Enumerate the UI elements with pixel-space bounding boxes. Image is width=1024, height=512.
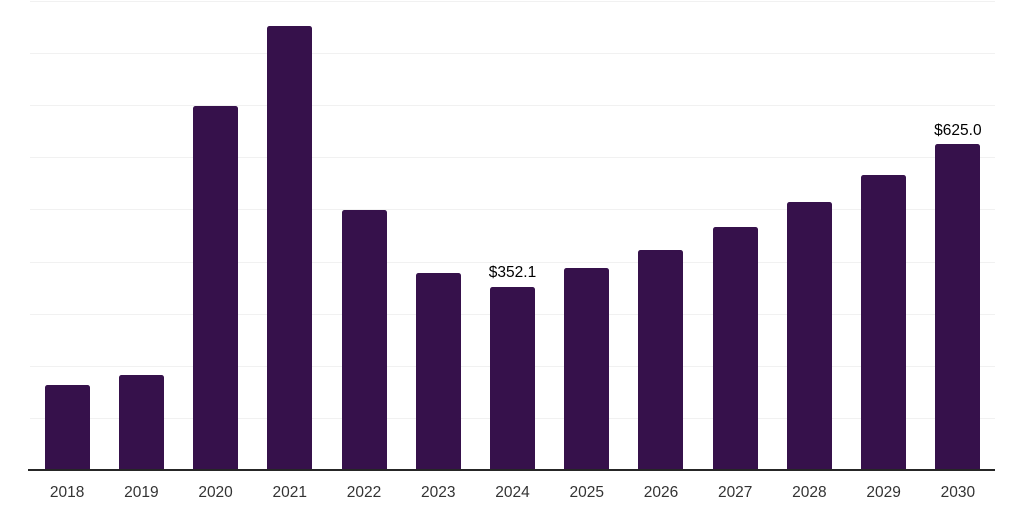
x-tick-label-2019: 2019 [124,484,159,501]
bar-2022 [341,209,387,470]
x-tick-label-2018: 2018 [49,484,85,501]
gridline [30,157,995,159]
x-tick-label-2021: 2021 [272,484,308,501]
x-tick-label-2023: 2023 [421,484,456,501]
gridline [30,261,995,263]
x-tick-label-2028: 2028 [792,484,827,501]
x-axis-labels: 2018 2019 2020 2021 2022 2023 2024 2025 2026 2027… [30,483,995,505]
bar-2030 [935,144,981,470]
bar-2024 [490,286,535,470]
x-tick-label-2024: 2024 [495,484,530,501]
bar-value-label-2024: $352.1 [488,264,537,282]
bar-2029 [861,175,907,470]
gridline [30,53,995,55]
bar-2028 [786,202,832,470]
x-axis-line [28,469,995,471]
bar-2026 [638,249,684,470]
bar-2027 [712,227,758,470]
bar-2018 [44,385,90,470]
plot-area: $352.1 $625.0 [28,1,995,471]
x-tick-label-2020: 2020 [198,484,233,501]
x-tick-label-2022: 2022 [346,484,382,501]
x-tick-label-2025: 2025 [569,484,604,501]
bar-2021 [267,26,313,470]
gridline [30,1,995,2]
gridline [30,105,995,107]
x-tick-label-2026: 2026 [643,484,679,501]
bar-2019 [118,375,164,470]
bar-2025 [564,267,610,470]
x-tick-label-2027: 2027 [717,484,753,501]
x-tick-label-2030: 2030 [940,484,976,501]
bar-value-label-2030: $625.0 [934,121,982,139]
x-tick-label-2029: 2029 [866,484,901,501]
gridline [30,209,995,211]
bar-2023 [415,272,461,470]
bar-2020 [193,106,239,470]
